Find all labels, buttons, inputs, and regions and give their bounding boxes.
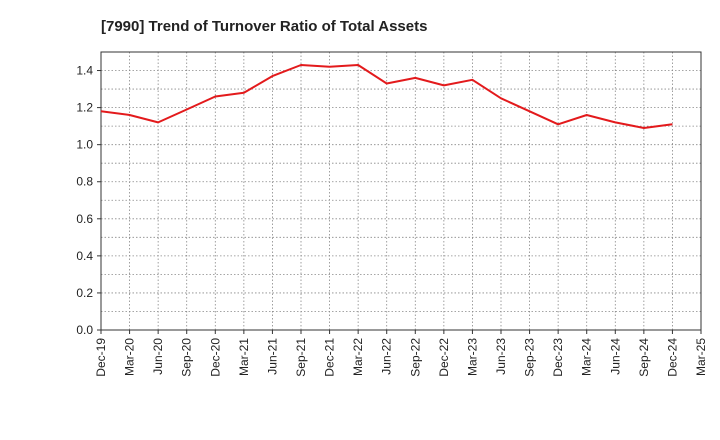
y-tick-label: 1.2 [76, 101, 93, 115]
x-tick-label: Jun-20 [151, 338, 165, 375]
y-tick-label: 0.8 [76, 175, 93, 189]
x-tick-label: Sep-24 [637, 338, 651, 377]
y-tick-label: 0.4 [76, 249, 93, 263]
y-tick-label: 0.6 [76, 212, 93, 226]
x-axis: Dec-19 Mar-20 Jun-20 Sep-20 Dec-20 Mar-21 Jun-… [94, 330, 708, 377]
series-layer [100, 64, 673, 129]
y-axis: 0.0 0.2 0.4 0.6 0.8 1.0 1.2 1.4 [76, 64, 101, 337]
x-tick-label: Jun-22 [380, 338, 394, 375]
x-tick-label: Mar-21 [237, 338, 251, 376]
x-tick-label: Mar-20 [123, 338, 137, 376]
x-tick-label: Dec-24 [665, 338, 679, 377]
y-tick-label: 1.4 [76, 64, 93, 78]
plot-area [100, 51, 702, 331]
x-tick-label: Jun-24 [608, 338, 622, 375]
x-tick-label: Sep-22 [408, 338, 422, 377]
x-tick-label: Sep-23 [523, 338, 537, 377]
x-tick-label: Mar-24 [580, 338, 594, 376]
x-tick-label: Sep-21 [294, 338, 308, 377]
x-tick-label: Dec-19 [94, 338, 108, 377]
grid-lines [101, 52, 701, 330]
x-tick-label: Jun-23 [494, 338, 508, 375]
x-tick-label: Mar-25 [694, 338, 708, 376]
x-tick-label: Dec-21 [323, 338, 337, 377]
chart-title: [7990] Trend of Turnover Ratio of Total … [101, 18, 427, 35]
x-tick-label: Sep-20 [180, 338, 194, 377]
x-tick-label: Dec-23 [551, 338, 565, 377]
x-tick-label: Mar-23 [465, 338, 479, 376]
x-tick-label: Dec-20 [208, 338, 222, 377]
series-line [100, 64, 673, 129]
x-tick-label: Mar-22 [351, 338, 365, 376]
y-tick-label: 0.2 [76, 286, 93, 300]
y-tick-label: 1.0 [76, 138, 93, 152]
y-tick-label: 0.0 [76, 323, 93, 337]
x-tick-label: Dec-22 [437, 338, 451, 377]
x-tick-label: Jun-21 [265, 338, 279, 375]
